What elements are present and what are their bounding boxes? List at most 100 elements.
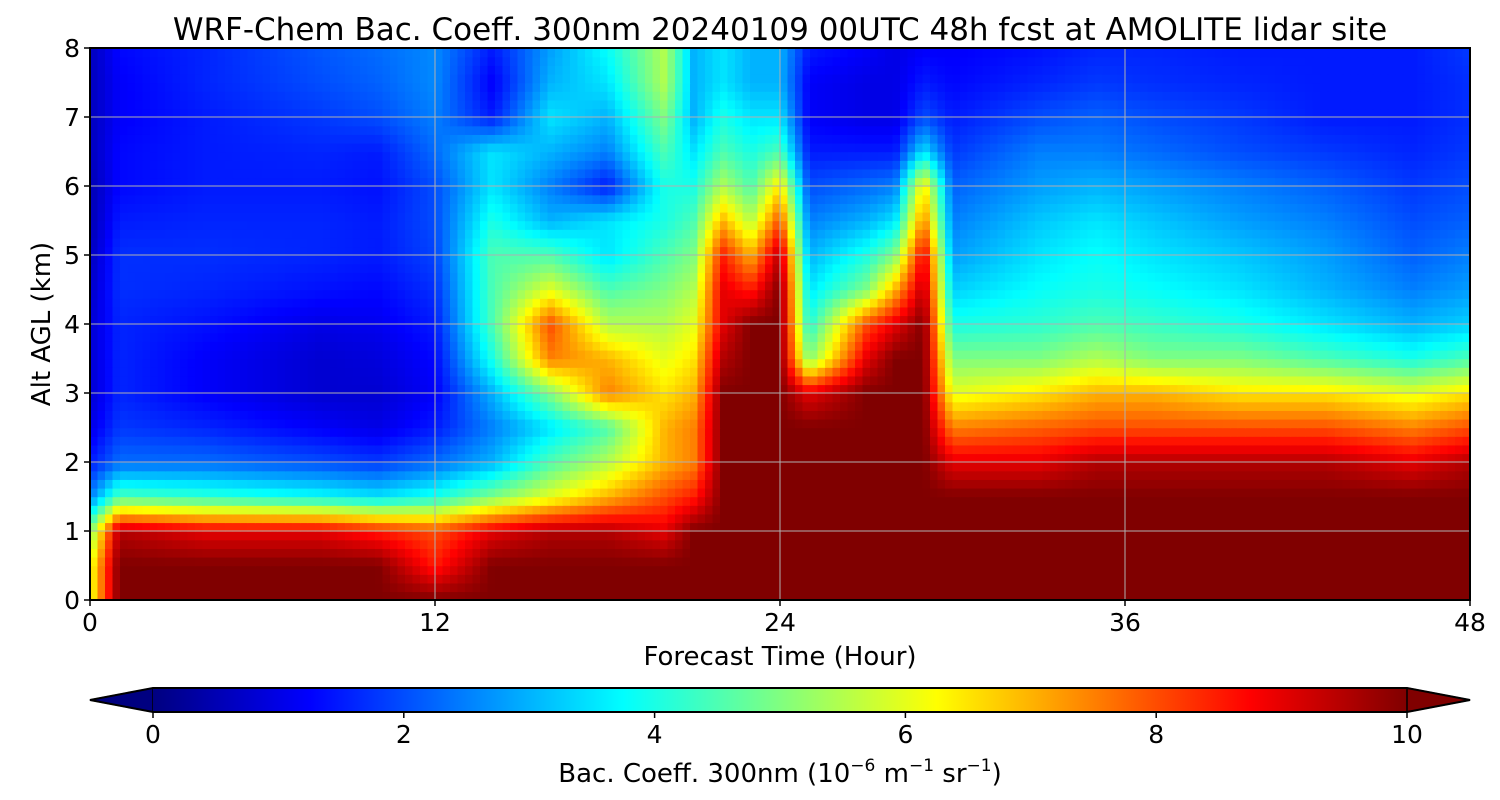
heatmap-cell (1125, 513, 1134, 524)
heatmap-cell (630, 505, 639, 515)
heatmap-cell (195, 393, 204, 403)
heatmap-cell (1455, 591, 1464, 600)
heatmap-cell (952, 582, 961, 593)
heatmap-cell (570, 496, 579, 506)
heatmap-cell (165, 565, 174, 575)
heatmap-cell (817, 418, 826, 429)
heatmap-cell (900, 531, 909, 541)
heatmap-cell (97, 582, 106, 593)
heatmap-cell (1162, 462, 1171, 472)
heatmap-cell (412, 470, 421, 480)
heatmap-cell (210, 522, 219, 532)
heatmap-cell (885, 548, 894, 558)
heatmap-cell (157, 479, 166, 489)
heatmap-cell (345, 401, 354, 411)
heatmap-cell (1380, 522, 1389, 532)
heatmap-cell (1410, 487, 1419, 498)
heatmap-cell (1245, 513, 1254, 524)
heatmap-cell (540, 496, 549, 506)
heatmap-cell (1320, 505, 1329, 515)
heatmap-cell (1462, 505, 1470, 515)
heatmap-cell (1177, 531, 1186, 541)
heatmap-cell (247, 462, 256, 472)
heatmap-cell (442, 444, 451, 455)
heatmap-cell (1102, 556, 1111, 567)
heatmap-cell (247, 410, 256, 420)
heatmap-cell (1237, 444, 1246, 455)
heatmap-cell (840, 462, 849, 472)
heatmap-cell (802, 375, 811, 386)
heatmap-cell (262, 367, 271, 377)
heatmap-cell (1140, 470, 1149, 480)
heatmap-cell (262, 410, 271, 420)
heatmap-cell (112, 453, 121, 463)
heatmap-cell (975, 384, 984, 394)
heatmap-cell (615, 487, 624, 498)
heatmap-cell (1125, 427, 1134, 437)
heatmap-cell (937, 393, 946, 403)
heatmap-cell (997, 548, 1006, 558)
heatmap-cell (1125, 418, 1134, 429)
heatmap-cell (532, 444, 541, 455)
heatmap-cell (150, 531, 159, 541)
heatmap-cell (1455, 367, 1464, 377)
heatmap-cell (1042, 574, 1051, 584)
heatmap-cell (577, 427, 586, 437)
heatmap-cell (195, 531, 204, 541)
heatmap-cell (187, 427, 196, 437)
heatmap-cell (1080, 427, 1089, 437)
heatmap-cell (960, 574, 969, 584)
heatmap-cell (1417, 522, 1426, 532)
heatmap-cell (292, 591, 301, 600)
heatmap-cell (1320, 531, 1329, 541)
heatmap-cell (1350, 556, 1359, 567)
heatmap-cell (427, 565, 436, 575)
heatmap-cell (1110, 462, 1119, 472)
heatmap-cell (877, 367, 886, 377)
heatmap-cell (480, 410, 489, 420)
heatmap-cell (277, 531, 286, 541)
heatmap-cell (1162, 436, 1171, 446)
heatmap-cell (1335, 591, 1344, 600)
heatmap-cell (562, 487, 571, 498)
heatmap-cell (270, 565, 279, 575)
heatmap-cell (1267, 401, 1276, 411)
heatmap-cell (960, 401, 969, 411)
heatmap-cell (1335, 548, 1344, 558)
heatmap-cell (1042, 487, 1051, 498)
heatmap-cell (1102, 479, 1111, 489)
heatmap-cell (1455, 513, 1464, 524)
heatmap-cell (1342, 591, 1351, 600)
heatmap-cell (622, 453, 631, 463)
heatmap-cell (967, 401, 976, 411)
heatmap-cell (525, 556, 534, 567)
heatmap-cell (742, 384, 751, 394)
heatmap-cell (1267, 496, 1276, 506)
heatmap-cell (735, 436, 744, 446)
heatmap-cell (1140, 531, 1149, 541)
heatmap-cell (855, 367, 864, 377)
heatmap-cell (855, 496, 864, 506)
heatmap-cell (795, 462, 804, 472)
heatmap-cell (1432, 470, 1441, 480)
heatmap-cell (217, 393, 226, 403)
heatmap-cell (952, 384, 961, 394)
heatmap-cell (300, 418, 309, 429)
heatmap-cell (157, 462, 166, 472)
heatmap-cell (900, 444, 909, 455)
heatmap-cell (787, 418, 796, 429)
heatmap-cell (1432, 496, 1441, 506)
heatmap-cell (825, 436, 834, 446)
heatmap-cell (1005, 513, 1014, 524)
heatmap-cell (885, 582, 894, 593)
heatmap-cell (765, 582, 774, 593)
heatmap-cell (502, 539, 511, 549)
heatmap-cell (1297, 556, 1306, 567)
heatmap-cell (450, 565, 459, 575)
heatmap-cell (435, 462, 444, 472)
heatmap-cell (262, 513, 271, 524)
heatmap-cell (900, 479, 909, 489)
heatmap-cell (1207, 427, 1216, 437)
heatmap-cell (592, 565, 601, 575)
heatmap-cell (217, 513, 226, 524)
